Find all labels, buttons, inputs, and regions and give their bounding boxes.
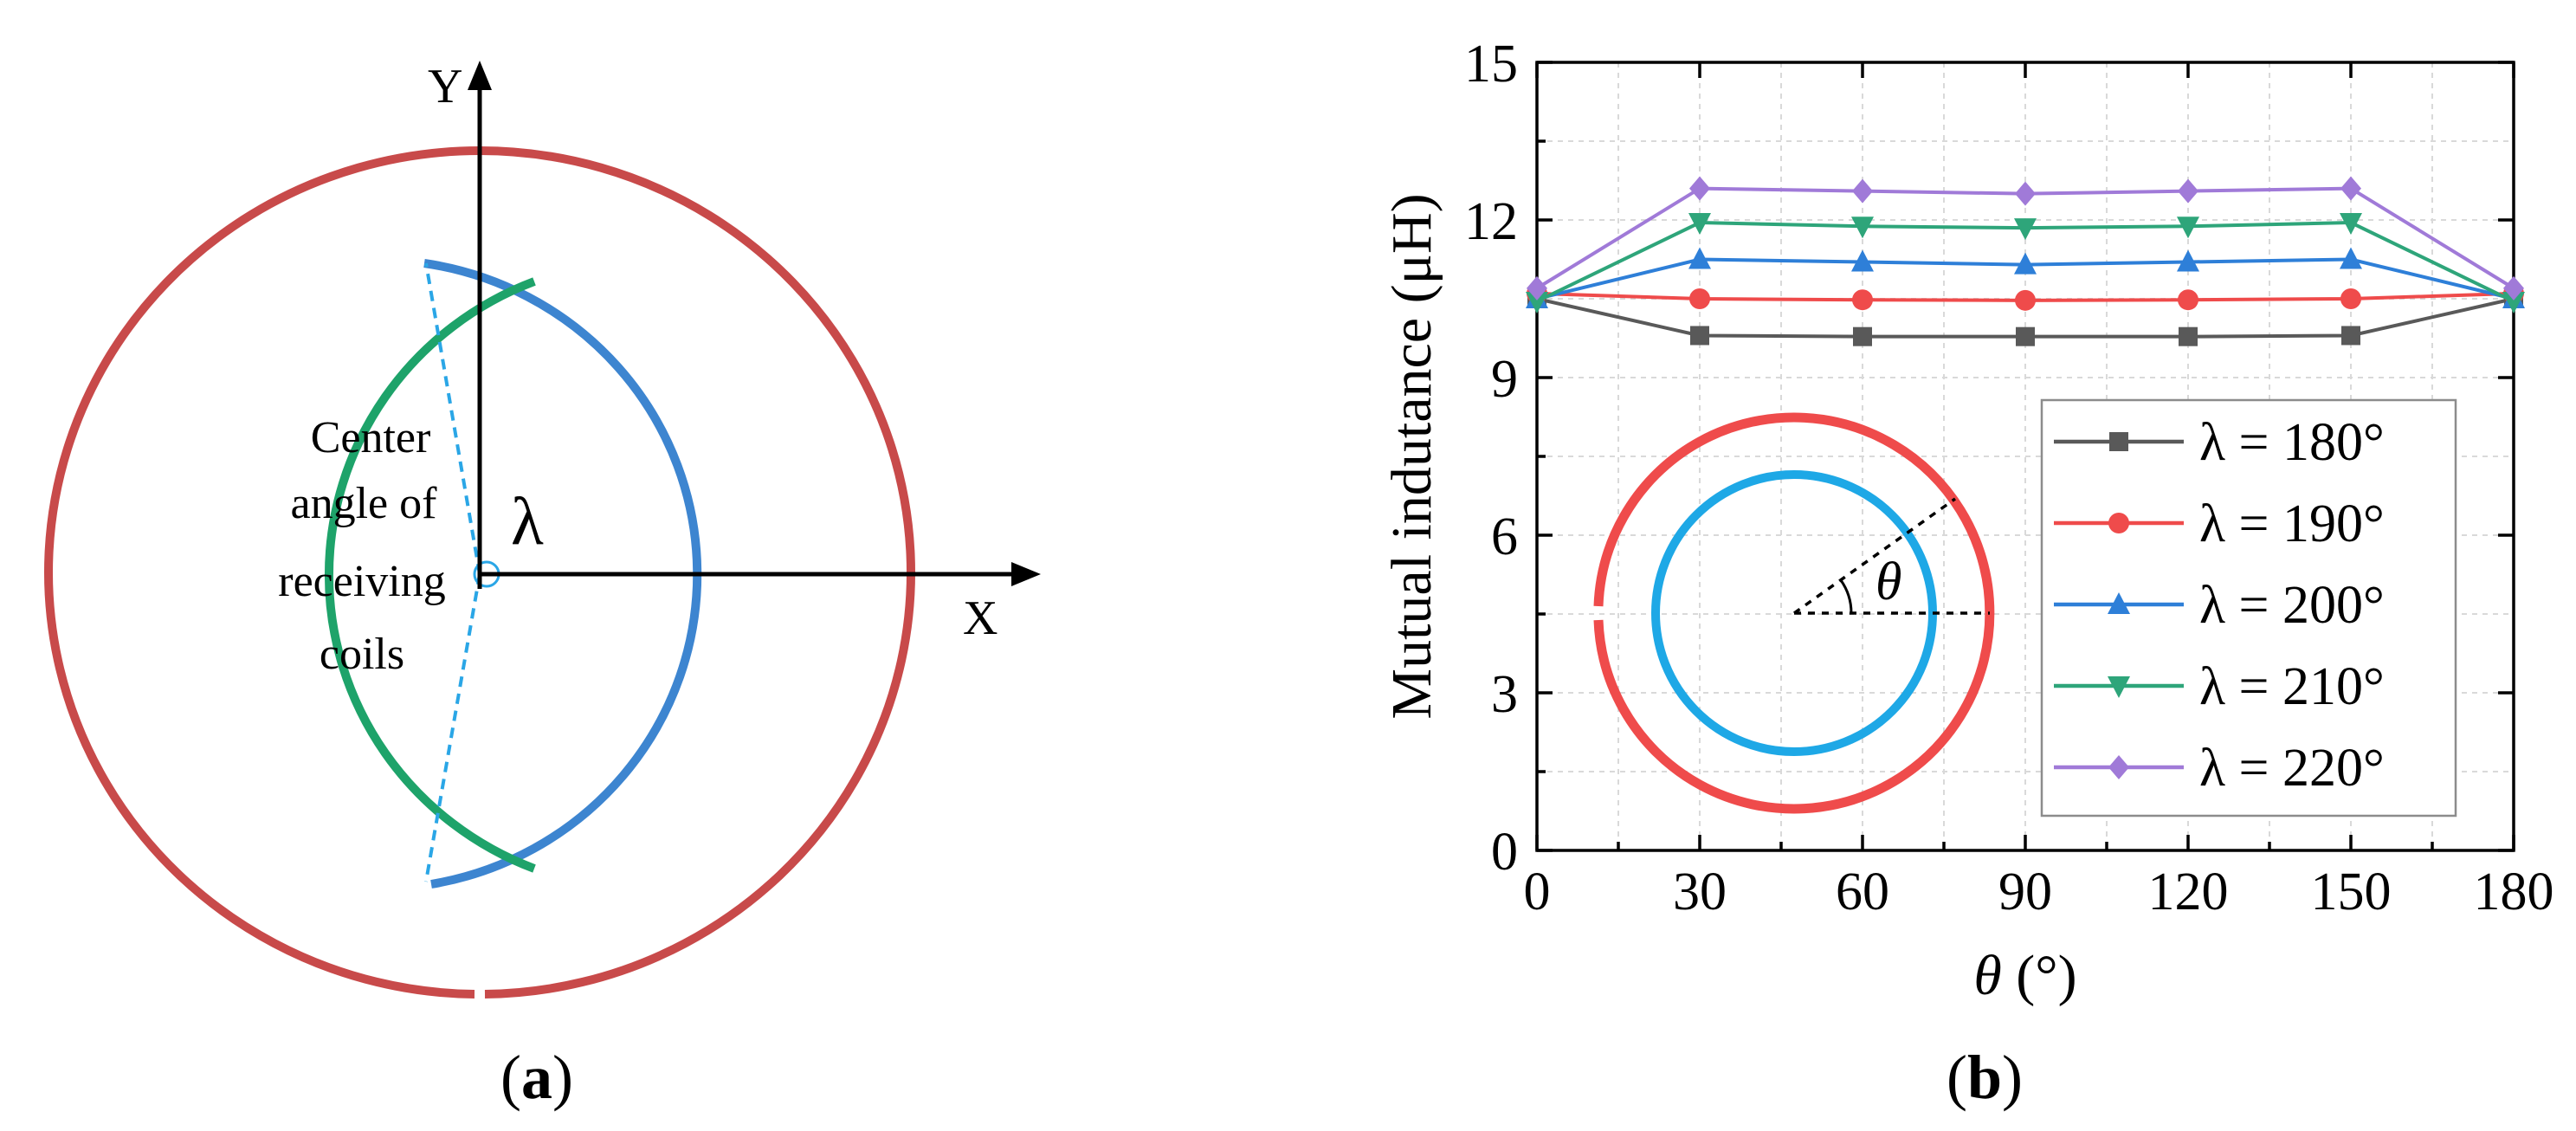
center-angle-line-bottom [424, 573, 481, 882]
receiving-coil-green-arc [324, 277, 536, 873]
legend-entry: λ = 180° [2054, 413, 2385, 472]
data-point [1526, 292, 1548, 314]
data-point [1527, 275, 1547, 301]
data-point [2016, 326, 2035, 346]
inset-coil-diagram: θ [1593, 412, 1995, 814]
data-point [1852, 289, 1873, 311]
chart-tick-labels: 0 30 60 90 120 150 180 0 3 6 9 12 15 [1464, 35, 2554, 921]
receiving-coil-blue-arc [423, 259, 702, 889]
legend-marker [2108, 755, 2129, 779]
data-point [2177, 217, 2199, 239]
x-axis-arrow-icon [1011, 562, 1041, 586]
data-point [2015, 289, 2036, 311]
legend-entry: λ = 220° [2054, 739, 2385, 798]
chart-legend: λ = 180° λ = 190° λ = 200° λ = 210° λ = 220° [2040, 398, 2457, 818]
legend-marker [2108, 676, 2130, 698]
center-angle-line-top [424, 262, 481, 575]
x-tick-label: 60 [1836, 863, 1889, 921]
x-tick-label: 120 [2148, 863, 2229, 921]
legend-marker [2108, 513, 2129, 533]
x-tick-label: 180 [2474, 863, 2554, 921]
annotation-line-2: angle of [291, 479, 438, 528]
data-point [2340, 288, 2361, 309]
y-tick-label: 15 [1464, 35, 1518, 94]
inset-angle-line-diagonal [1792, 497, 1957, 615]
y-axis-label: Y [428, 60, 462, 113]
panel-b-caption: (b) [1947, 1043, 2023, 1112]
data-point [2340, 176, 2361, 201]
legend-entry: λ = 210° [2054, 657, 2385, 716]
data-point [2015, 181, 2036, 206]
chart-ticks [1535, 61, 2515, 852]
data-point [2179, 326, 2198, 346]
data-point [2014, 252, 2037, 275]
data-point [1851, 217, 1874, 239]
data-point [2178, 289, 2198, 311]
y-tick-label: 6 [1491, 507, 1518, 566]
legend-marker [2109, 432, 2128, 451]
legend-entry: λ = 200° [2054, 576, 2385, 635]
y-tick-label: 0 [1491, 823, 1518, 882]
x-tick-label: 0 [1524, 863, 1551, 921]
data-point [2503, 275, 2524, 301]
data-point [1852, 178, 1873, 204]
legend-marker [2108, 592, 2130, 614]
panel-a-caption: (a) [500, 1043, 573, 1112]
legend-label: λ = 180° [2199, 413, 2385, 472]
data-point [1688, 213, 1711, 236]
annotation-line-3: receiving [278, 557, 445, 606]
x-tick-label: 150 [2311, 863, 2392, 921]
y-axis-title: Mutual indutance (μH) [1380, 193, 1443, 719]
data-point [1689, 288, 1710, 309]
data-point [2340, 247, 2362, 269]
x-tick-label: 30 [1673, 863, 1727, 921]
legend-label: λ = 190° [2199, 494, 2385, 553]
legend-label: λ = 200° [2199, 576, 2385, 635]
series-3 [1526, 247, 2525, 308]
data-point [2502, 292, 2525, 314]
x-axis-title: θ (°) [1973, 944, 2076, 1007]
legend-label: λ = 220° [2199, 739, 2385, 798]
data-point [2341, 326, 2360, 346]
data-point [2340, 213, 2362, 236]
data-point [1689, 176, 1710, 201]
series-2 [1527, 282, 2524, 311]
x-axis-label: X [963, 591, 997, 645]
chart-series [1526, 176, 2525, 346]
mutual-inductance-chart: 0 30 60 90 120 150 180 0 3 6 9 12 15 Mutual indutanc… [1380, 35, 2554, 1112]
series-4 [1526, 213, 2525, 314]
coil-diagram: Y X λ Center angle of receiving coils (a… [44, 60, 1041, 1112]
x-tick-label: 90 [1998, 863, 2052, 921]
data-point [2177, 249, 2199, 272]
y-tick-label: 12 [1464, 192, 1518, 251]
annotation-line-4: coils [320, 630, 404, 679]
angle-lambda-symbol: λ [511, 483, 544, 559]
annotation-line-1: Center [311, 413, 431, 462]
y-tick-label: 9 [1491, 350, 1518, 409]
data-point [1853, 326, 1872, 346]
legend-label: λ = 210° [2199, 657, 2385, 716]
inset-angle-arc [1839, 579, 1853, 614]
series-5 [1527, 176, 2524, 301]
data-point [2178, 178, 2198, 204]
data-point [2014, 218, 2037, 241]
data-point [1688, 247, 1711, 269]
y-tick-label: 3 [1491, 665, 1518, 724]
inset-theta-symbol: θ [1876, 553, 1901, 611]
y-axis-arrow-icon [468, 61, 492, 90]
data-point [1851, 249, 1874, 272]
data-point [1690, 326, 1709, 346]
legend-entry: λ = 190° [2054, 494, 2385, 553]
